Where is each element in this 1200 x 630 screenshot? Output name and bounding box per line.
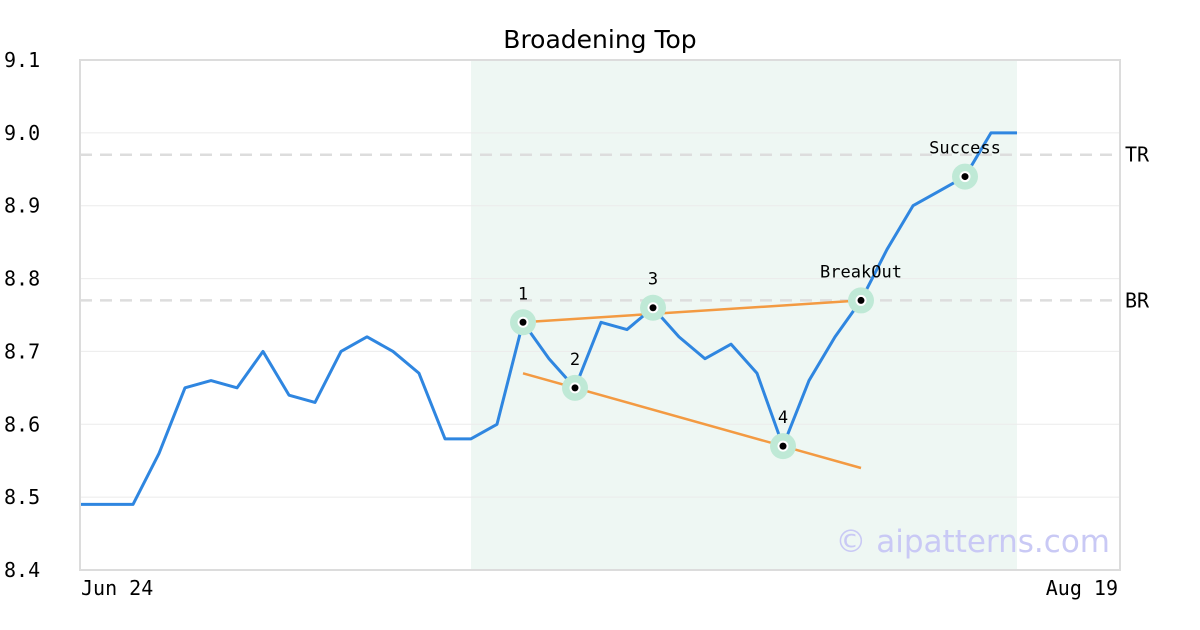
- annotation-breakout: BreakOut: [820, 262, 902, 282]
- marker-point-success: [961, 173, 969, 181]
- annotation-4: 4: [778, 408, 788, 428]
- chart-title: Broadening Top: [503, 25, 696, 54]
- annotation-3: 3: [648, 270, 658, 290]
- y-tick-label: 9.1: [4, 48, 40, 72]
- plot-frame: [79, 59, 1121, 571]
- annotation-2: 2: [570, 350, 580, 370]
- marker-point-1: [519, 318, 527, 326]
- y-tick-label: 9.0: [4, 121, 40, 145]
- y-tick-label: 8.4: [4, 558, 40, 582]
- watermark: © aipatterns.com: [835, 524, 1110, 560]
- pattern-highlight-region: [471, 61, 1017, 569]
- annotation-1: 1: [518, 284, 528, 304]
- marker-point-4: [779, 442, 787, 450]
- y-tick-label: 8.7: [4, 339, 40, 363]
- level-label-tr: TR: [1125, 143, 1150, 167]
- y-tick-label: 8.8: [4, 267, 40, 291]
- x-tick-label: Aug 19: [1046, 576, 1118, 600]
- trendline-1: [522, 299, 862, 324]
- y-tick-label: 8.6: [4, 412, 40, 436]
- x-tick-label: Jun 24: [81, 576, 153, 600]
- marker-point-3: [649, 304, 657, 312]
- marker-point-2: [571, 384, 579, 392]
- y-tick-label: 8.9: [4, 194, 40, 218]
- level-label-br: BR: [1125, 288, 1150, 312]
- annotation-success: Success: [929, 139, 1001, 159]
- y-tick-label: 8.5: [4, 485, 40, 509]
- marker-point-breakout: [857, 296, 865, 304]
